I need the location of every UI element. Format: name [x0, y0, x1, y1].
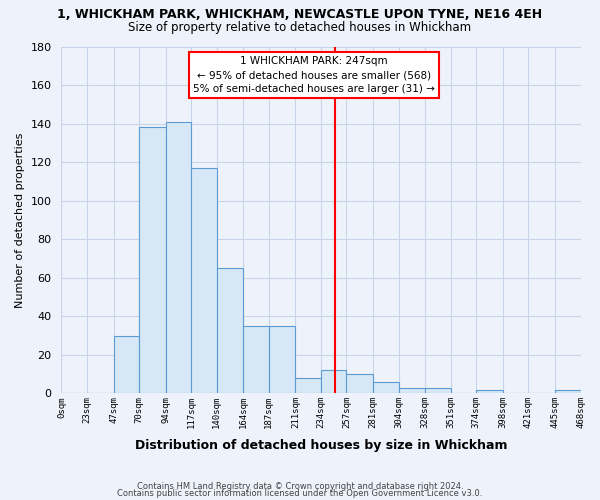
Bar: [113, 336, 139, 394]
Bar: [373, 382, 398, 394]
Text: Size of property relative to detached houses in Whickham: Size of property relative to detached ho…: [128, 21, 472, 34]
Bar: [346, 374, 373, 394]
Bar: [398, 388, 425, 394]
Text: Contains public sector information licensed under the Open Government Licence v3: Contains public sector information licen…: [118, 490, 482, 498]
X-axis label: Distribution of detached houses by size in Whickham: Distribution of detached houses by size …: [135, 440, 507, 452]
Bar: [269, 326, 295, 394]
Bar: [244, 326, 269, 394]
Bar: [139, 128, 166, 394]
Text: 1 WHICKHAM PARK: 247sqm
← 95% of detached houses are smaller (568)
5% of semi-de: 1 WHICKHAM PARK: 247sqm ← 95% of detache…: [193, 56, 435, 94]
Text: 1, WHICKHAM PARK, WHICKHAM, NEWCASTLE UPON TYNE, NE16 4EH: 1, WHICKHAM PARK, WHICKHAM, NEWCASTLE UP…: [58, 8, 542, 20]
Y-axis label: Number of detached properties: Number of detached properties: [15, 132, 25, 308]
Bar: [166, 122, 191, 394]
Bar: [295, 378, 321, 394]
Bar: [191, 168, 217, 394]
Text: Contains HM Land Registry data © Crown copyright and database right 2024.: Contains HM Land Registry data © Crown c…: [137, 482, 463, 491]
Bar: [555, 390, 581, 394]
Bar: [425, 388, 451, 394]
Bar: [321, 370, 346, 394]
Bar: [476, 390, 503, 394]
Bar: [217, 268, 244, 394]
